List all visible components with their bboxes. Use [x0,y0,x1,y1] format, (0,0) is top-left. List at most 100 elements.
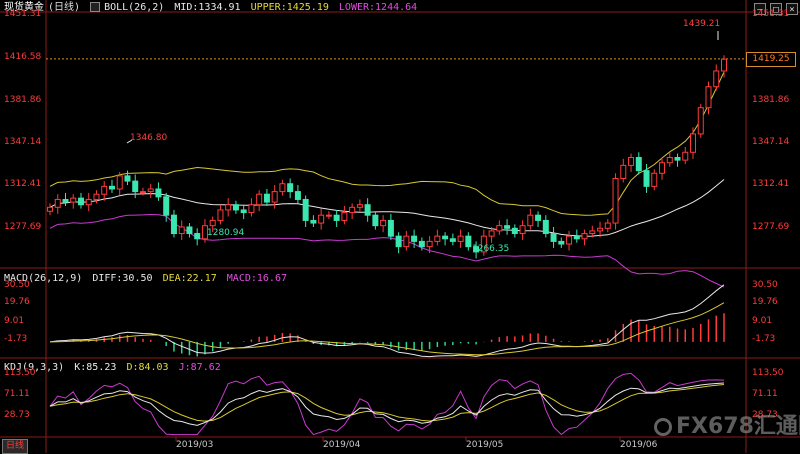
candle-body [248,204,255,214]
candle-body [62,198,69,203]
candle-body [124,175,131,182]
candle-body [364,204,371,216]
candle-body [341,212,348,221]
maximize-icon[interactable]: □ [770,3,782,15]
candle-body [108,185,115,190]
candle-body [403,235,410,248]
candle-body [426,240,433,248]
price-axis-label-right: 1312.41 [752,179,790,189]
candle-body [318,214,325,224]
candle-body [496,225,503,232]
macd-dea: DEA:22.17 [162,273,217,284]
candle-body [442,235,449,240]
candle-body [302,198,309,221]
kdj-axis-label-right: 113.50 [752,368,784,378]
price-axis-label: 1416.58 [4,52,42,62]
annotation-pointer [126,139,133,144]
period-selector-button[interactable]: 日线 [2,439,29,454]
candle-body [54,198,61,208]
candle-body [674,157,681,161]
candle-body [201,225,208,240]
candle-body [85,198,92,206]
candle-body [635,157,642,172]
kdj-d-line [49,384,725,422]
kdj-axis-label-right: 71.11 [752,389,778,399]
candle-body [77,197,84,206]
macd-axis-label: 19.76 [4,297,30,307]
date-axis-label: 2019/05 [466,440,504,450]
candle-body [566,235,573,245]
candle-body [395,235,402,248]
candle-body [194,233,201,240]
candle-body [372,214,379,227]
current-price-tag: 1419.25 [746,52,796,67]
candle-body [558,240,565,245]
candle-body [457,235,464,242]
candle-body [209,219,216,227]
kdj-header: KDJ(9,3,3) K:85.23 D:84.03 J:87.62 [4,361,225,375]
candle-body [287,183,294,193]
boll-mid: MID:1334.91 [174,2,241,13]
candle-body [434,235,441,242]
macd-dea-line [49,302,725,356]
candle-body [263,193,270,203]
candle-body [581,233,588,240]
candle-body [519,225,526,235]
candle-body [651,172,658,187]
candle-body [713,70,720,88]
candle-body [325,214,332,217]
watermark-text: FX678汇通网 [676,414,800,439]
candle-body [333,214,340,221]
minimize-icon[interactable]: – [754,3,766,15]
macd-axis-label-right: -1.73 [752,334,776,344]
candle-body [697,107,704,135]
kdj-k: K:85.23 [74,362,117,373]
candle-body [217,209,224,221]
candle-body [132,180,139,193]
candle-body [256,193,263,206]
candle-body [550,233,557,242]
cycle-label: (日线) [48,2,81,13]
candle-body [240,209,247,214]
indicator-settings-icon[interactable] [90,2,101,12]
macd-label[interactable]: MACD(26,12,9) [4,273,83,284]
candle-body [589,230,596,235]
price-axis-label: 1347.14 [4,137,42,147]
candle-body [155,188,162,198]
boll-lower: LOWER:1244.64 [338,2,418,13]
candle-body [310,219,317,224]
high-annotation: 1439.21 [683,19,721,29]
candle-body [163,196,170,216]
candle-body [705,86,712,109]
candle-body [349,206,356,214]
candle-body [232,204,239,211]
price-axis-label: 1451.31 [4,9,42,19]
kdj-k-line [49,382,725,426]
candle-body [70,197,77,203]
candle-body [659,162,666,174]
close-icon[interactable]: × [786,3,798,15]
candle-body [643,170,650,187]
candle-body [690,133,697,153]
kdj-label[interactable]: KDJ(9,3,3) [4,362,65,373]
macd-axis-label-right: 9.01 [752,316,773,326]
candle-body [480,235,487,253]
macd-axis-label: 9.01 [4,316,25,326]
macd-axis-label: -1.73 [4,334,28,344]
watermark: FX678汇通网 [654,414,800,440]
candle-body [682,151,689,161]
candle-body [449,238,456,242]
candle-body [225,204,232,211]
kdj-axis-label: 71.11 [4,389,30,399]
candle-body [93,193,100,200]
candle-body [612,177,619,224]
kdj-d: D:84.03 [126,362,169,373]
macd-diff-line [49,284,725,358]
kdj-axis-label-right: 28.73 [752,410,778,420]
candle-body [473,246,480,253]
kdj-axis-label: 113.50 [4,368,36,378]
candle-body [504,225,511,229]
boll-label[interactable]: BOLL(26,2) [104,2,165,13]
price-axis-label: 1381.86 [4,95,42,105]
